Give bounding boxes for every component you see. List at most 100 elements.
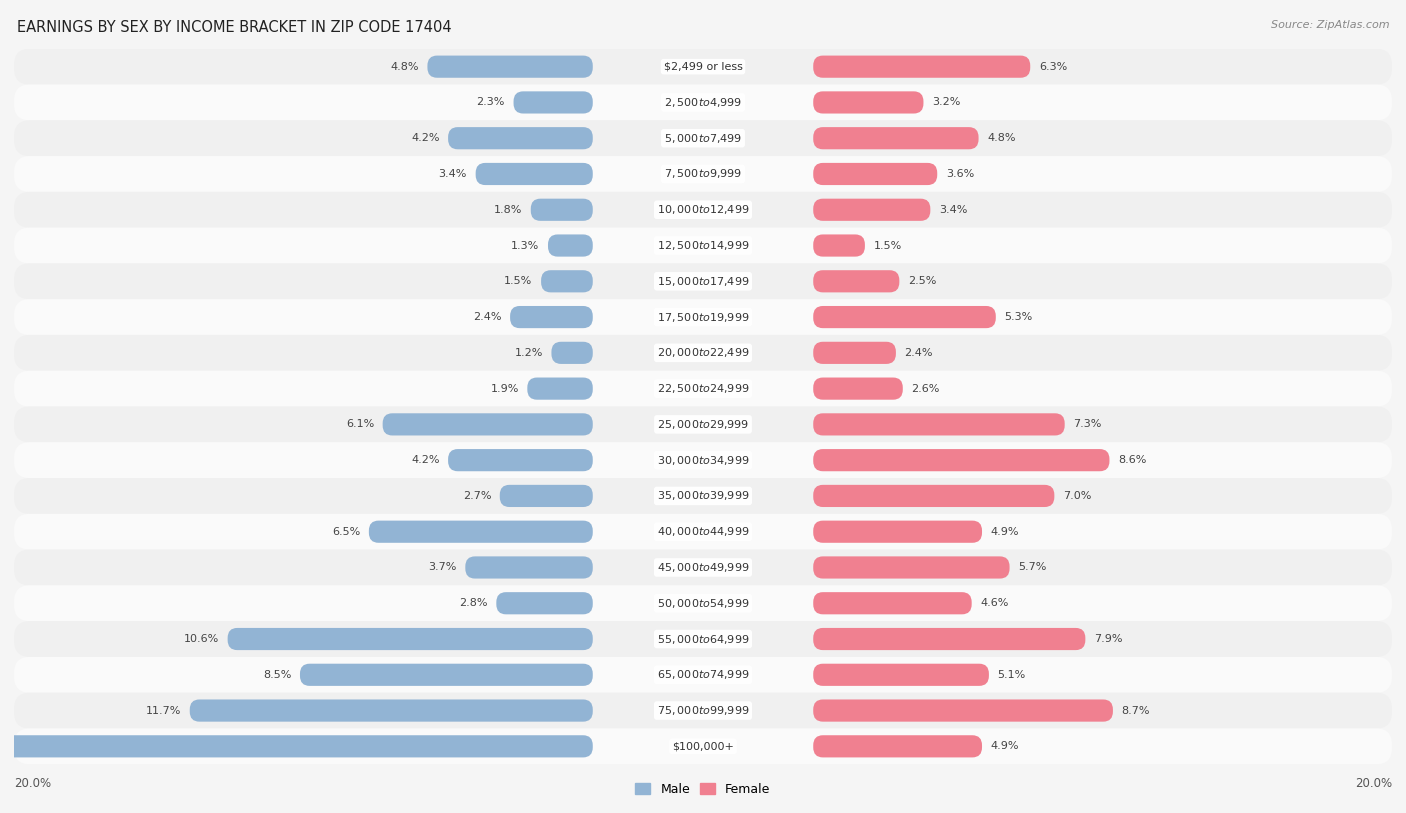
Text: $35,000 to $39,999: $35,000 to $39,999 — [657, 489, 749, 502]
FancyBboxPatch shape — [813, 413, 1064, 436]
FancyBboxPatch shape — [14, 371, 1392, 406]
FancyBboxPatch shape — [14, 478, 1392, 514]
FancyBboxPatch shape — [813, 306, 995, 328]
Text: $7,500 to $9,999: $7,500 to $9,999 — [664, 167, 742, 180]
Text: 1.8%: 1.8% — [494, 205, 522, 215]
FancyBboxPatch shape — [190, 699, 593, 722]
FancyBboxPatch shape — [496, 592, 593, 615]
FancyBboxPatch shape — [813, 485, 1054, 507]
FancyBboxPatch shape — [14, 192, 1392, 228]
Text: 4.9%: 4.9% — [991, 527, 1019, 537]
FancyBboxPatch shape — [228, 628, 593, 650]
FancyBboxPatch shape — [382, 413, 593, 436]
Text: $45,000 to $49,999: $45,000 to $49,999 — [657, 561, 749, 574]
FancyBboxPatch shape — [14, 693, 1392, 728]
Text: 5.7%: 5.7% — [1018, 563, 1046, 572]
Text: 4.2%: 4.2% — [411, 133, 440, 143]
Text: 4.8%: 4.8% — [391, 62, 419, 72]
Text: $17,500 to $19,999: $17,500 to $19,999 — [657, 311, 749, 324]
FancyBboxPatch shape — [813, 127, 979, 150]
Legend: Male, Female: Male, Female — [630, 778, 776, 801]
FancyBboxPatch shape — [14, 442, 1392, 478]
FancyBboxPatch shape — [813, 91, 924, 114]
FancyBboxPatch shape — [813, 341, 896, 364]
FancyBboxPatch shape — [531, 198, 593, 221]
Text: $75,000 to $99,999: $75,000 to $99,999 — [657, 704, 749, 717]
FancyBboxPatch shape — [813, 55, 1031, 78]
Text: 4.6%: 4.6% — [980, 598, 1008, 608]
FancyBboxPatch shape — [14, 514, 1392, 550]
FancyBboxPatch shape — [541, 270, 593, 293]
Text: 2.6%: 2.6% — [911, 384, 939, 393]
FancyBboxPatch shape — [14, 49, 1392, 85]
FancyBboxPatch shape — [14, 120, 1392, 156]
Text: $2,500 to $4,999: $2,500 to $4,999 — [664, 96, 742, 109]
FancyBboxPatch shape — [368, 520, 593, 543]
FancyBboxPatch shape — [475, 163, 593, 185]
Text: 4.2%: 4.2% — [411, 455, 440, 465]
Text: Source: ZipAtlas.com: Source: ZipAtlas.com — [1271, 20, 1389, 30]
Text: 20.0%: 20.0% — [1355, 776, 1392, 789]
Text: 1.3%: 1.3% — [512, 241, 540, 250]
Text: 3.4%: 3.4% — [939, 205, 967, 215]
FancyBboxPatch shape — [510, 306, 593, 328]
FancyBboxPatch shape — [427, 55, 593, 78]
Text: 3.7%: 3.7% — [429, 563, 457, 572]
FancyBboxPatch shape — [813, 198, 931, 221]
Text: 3.2%: 3.2% — [932, 98, 960, 107]
FancyBboxPatch shape — [813, 628, 1085, 650]
Text: $50,000 to $54,999: $50,000 to $54,999 — [657, 597, 749, 610]
Text: 5.1%: 5.1% — [997, 670, 1026, 680]
Text: $30,000 to $34,999: $30,000 to $34,999 — [657, 454, 749, 467]
Text: EARNINGS BY SEX BY INCOME BRACKET IN ZIP CODE 17404: EARNINGS BY SEX BY INCOME BRACKET IN ZIP… — [17, 20, 451, 35]
Text: 6.1%: 6.1% — [346, 420, 374, 429]
Text: $20,000 to $22,499: $20,000 to $22,499 — [657, 346, 749, 359]
FancyBboxPatch shape — [813, 735, 981, 758]
Text: 6.3%: 6.3% — [1039, 62, 1067, 72]
Text: $22,500 to $24,999: $22,500 to $24,999 — [657, 382, 749, 395]
Text: 1.2%: 1.2% — [515, 348, 543, 358]
FancyBboxPatch shape — [813, 234, 865, 257]
Text: $5,000 to $7,499: $5,000 to $7,499 — [664, 132, 742, 145]
FancyBboxPatch shape — [14, 621, 1392, 657]
Text: $55,000 to $64,999: $55,000 to $64,999 — [657, 633, 749, 646]
Text: 20.0%: 20.0% — [14, 776, 51, 789]
FancyBboxPatch shape — [813, 163, 938, 185]
Text: 1.5%: 1.5% — [873, 241, 901, 250]
FancyBboxPatch shape — [465, 556, 593, 579]
FancyBboxPatch shape — [14, 406, 1392, 442]
Text: 2.5%: 2.5% — [908, 276, 936, 286]
Text: 8.5%: 8.5% — [263, 670, 291, 680]
Text: $10,000 to $12,499: $10,000 to $12,499 — [657, 203, 749, 216]
Text: 3.6%: 3.6% — [946, 169, 974, 179]
FancyBboxPatch shape — [14, 585, 1392, 621]
FancyBboxPatch shape — [14, 263, 1392, 299]
FancyBboxPatch shape — [513, 91, 593, 114]
Text: 10.6%: 10.6% — [184, 634, 219, 644]
FancyBboxPatch shape — [548, 234, 593, 257]
FancyBboxPatch shape — [813, 377, 903, 400]
Text: 2.7%: 2.7% — [463, 491, 491, 501]
FancyBboxPatch shape — [813, 270, 900, 293]
FancyBboxPatch shape — [14, 335, 1392, 371]
Text: 1.9%: 1.9% — [491, 384, 519, 393]
Text: $100,000+: $100,000+ — [672, 741, 734, 751]
FancyBboxPatch shape — [813, 556, 1010, 579]
Text: 5.3%: 5.3% — [1004, 312, 1032, 322]
FancyBboxPatch shape — [813, 663, 988, 686]
FancyBboxPatch shape — [299, 663, 593, 686]
Text: 6.5%: 6.5% — [332, 527, 360, 537]
FancyBboxPatch shape — [813, 592, 972, 615]
Text: 4.8%: 4.8% — [987, 133, 1015, 143]
Text: $65,000 to $74,999: $65,000 to $74,999 — [657, 668, 749, 681]
FancyBboxPatch shape — [14, 550, 1392, 585]
Text: 7.9%: 7.9% — [1094, 634, 1122, 644]
Text: 2.8%: 2.8% — [460, 598, 488, 608]
FancyBboxPatch shape — [551, 341, 593, 364]
Text: 8.7%: 8.7% — [1122, 706, 1150, 715]
FancyBboxPatch shape — [449, 127, 593, 150]
FancyBboxPatch shape — [499, 485, 593, 507]
FancyBboxPatch shape — [449, 449, 593, 472]
Text: $15,000 to $17,499: $15,000 to $17,499 — [657, 275, 749, 288]
Text: 2.4%: 2.4% — [472, 312, 502, 322]
